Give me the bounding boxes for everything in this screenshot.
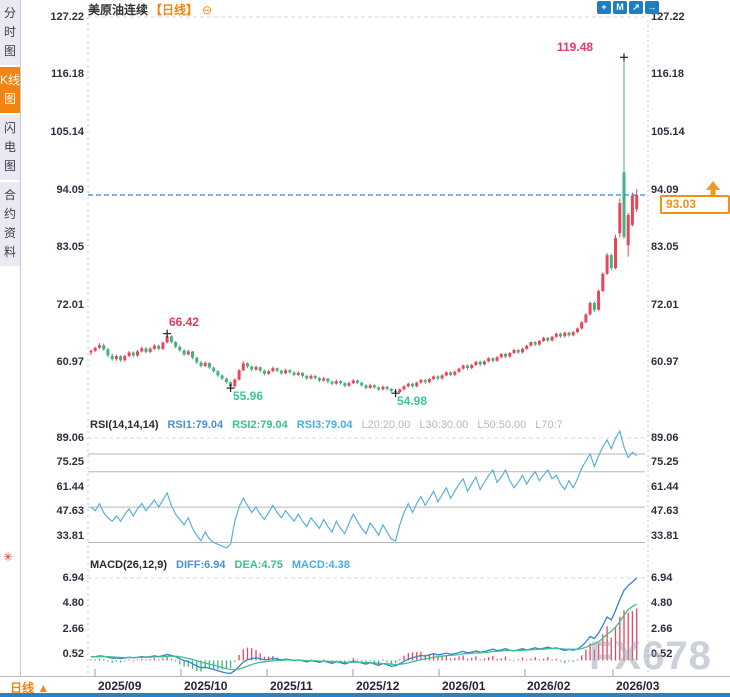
rsi-indicator-header: RSI(14,14,14) RSI1:79.04 RSI2:79.04 RSI3…: [90, 419, 643, 431]
price-axis-label: 72.01: [651, 298, 679, 311]
price-axis-label: 60.97: [651, 356, 679, 368]
exit-icon[interactable]: →: [645, 1, 659, 14]
annotation-local-high: 66.42: [169, 315, 200, 329]
period-selector[interactable]: 日线 ▲: [10, 681, 50, 695]
sidebar-tab-contract-info[interactable]: 合约资料: [0, 182, 20, 266]
rsi-axis-label: 47.63: [56, 505, 84, 518]
rsi-axis-label: 61.44: [651, 480, 679, 493]
price-axis-label: 116.18: [651, 68, 685, 81]
macd-axis-label: 0.52: [651, 648, 673, 661]
annotation-local-low-2: 54.98: [397, 394, 428, 408]
rsi-l20: L20:20.00: [361, 419, 411, 431]
period-tag: 【日线】: [150, 3, 199, 17]
annotation-highest-price: 119.48: [557, 40, 594, 54]
annotation-local-low-1: 55.96: [233, 389, 264, 403]
price-axis-label: 60.97: [56, 356, 84, 368]
rsi2-value: RSI2:79.04: [232, 419, 288, 431]
rsi-axis-label: 75.25: [56, 456, 84, 469]
trend-line-icon[interactable]: ↗: [629, 1, 643, 14]
indicator-window-icon[interactable]: M: [613, 1, 627, 14]
current-price-badge: 93.03: [660, 195, 730, 214]
month-label: 2025/10: [184, 679, 228, 693]
month-label: 2025/12: [356, 679, 400, 693]
rsi3-value: RSI3:79.04: [296, 419, 353, 431]
price-axis-label: 105.14: [651, 125, 685, 138]
price-axis-label: 127.22: [651, 11, 685, 23]
macd-dea-value: DEA:4.75: [234, 559, 283, 571]
rsi-axis-label: 33.81: [651, 529, 679, 542]
chart-title: 美原油连续 【日线】 ⊖: [88, 1, 212, 18]
macd-name: MACD(26,12,9): [90, 559, 168, 571]
sun-icon[interactable]: ✳: [3, 550, 14, 564]
rsi-axis-label: 75.25: [651, 456, 679, 469]
sidebar-tab-timeshare-chart[interactable]: 分时图: [0, 0, 20, 65]
chevron-up-icon: ▲: [37, 681, 50, 695]
macd-axis-label: 6.94: [62, 572, 84, 584]
rsi-axis-label: 47.63: [651, 505, 679, 518]
month-label: 2025/11: [270, 679, 313, 693]
window-bottom-edge: [0, 693, 730, 697]
collapse-icon[interactable]: ⊖: [202, 3, 213, 17]
chart-toolbar: + M ↗ →: [597, 1, 659, 14]
rsi-axis-label: 89.06: [56, 432, 84, 444]
x-axis-bar: 日线 ▲ 2025/09 2025/10 2025/11 2025/12 202…: [0, 676, 730, 695]
symbol-name: 美原油连续: [88, 3, 149, 17]
macd-value: MACD:4.38: [291, 559, 350, 571]
macd-axis-label: 0.52: [62, 648, 84, 661]
rsi-l50: L50:50.00: [477, 419, 527, 431]
price-axis-label: 72.01: [56, 298, 84, 311]
fx678-watermark: FX678: [589, 634, 712, 678]
price-axis-label: 116.18: [50, 68, 84, 81]
price-axis-label: 127.22: [50, 11, 84, 23]
macd-axis-label: 2.66: [651, 622, 673, 635]
price-axis-label: 83.05: [651, 241, 679, 254]
rsi1-value: RSI1:79.04: [167, 419, 224, 431]
month-label: 2026/03: [616, 679, 660, 693]
rsi-axis-label: 33.81: [56, 529, 84, 542]
macd-axis-label: 4.80: [62, 597, 84, 610]
rsi-axis-label: 61.44: [56, 480, 84, 493]
month-label: 2025/09: [98, 679, 142, 693]
month-label: 2026/02: [527, 679, 571, 693]
macd-axis-label: 4.80: [651, 597, 673, 610]
macd-indicator-header: MACD(26,12,9) DIFF:6.94 DEA:4.75 MACD:4.…: [90, 559, 643, 571]
price-axis-label: 83.05: [56, 241, 84, 254]
month-label: 2026/01: [442, 679, 486, 693]
price-axis-label: 94.09: [56, 183, 84, 196]
sidebar-tab-lightning-chart[interactable]: 闪电图: [0, 115, 20, 180]
macd-axis-label: 2.66: [62, 622, 84, 635]
price-axis-label: 94.09: [651, 183, 679, 196]
price-axis-label: 105.14: [50, 125, 84, 138]
macd-axis-label: 6.94: [651, 572, 673, 584]
rsi-axis-label: 89.06: [651, 432, 679, 444]
macd-diff-value: DIFF:6.94: [176, 559, 226, 571]
pan-icon[interactable]: +: [597, 1, 611, 14]
rsi-l70: L70:7: [535, 419, 563, 431]
rsi-name: RSI(14,14,14): [90, 419, 159, 431]
sidebar: 分时图 K线图 闪电图 合约资料 ✳: [0, 0, 21, 676]
rsi-l30: L30:30.00: [419, 419, 469, 431]
sidebar-tab-kline-chart[interactable]: K线图: [0, 67, 20, 113]
